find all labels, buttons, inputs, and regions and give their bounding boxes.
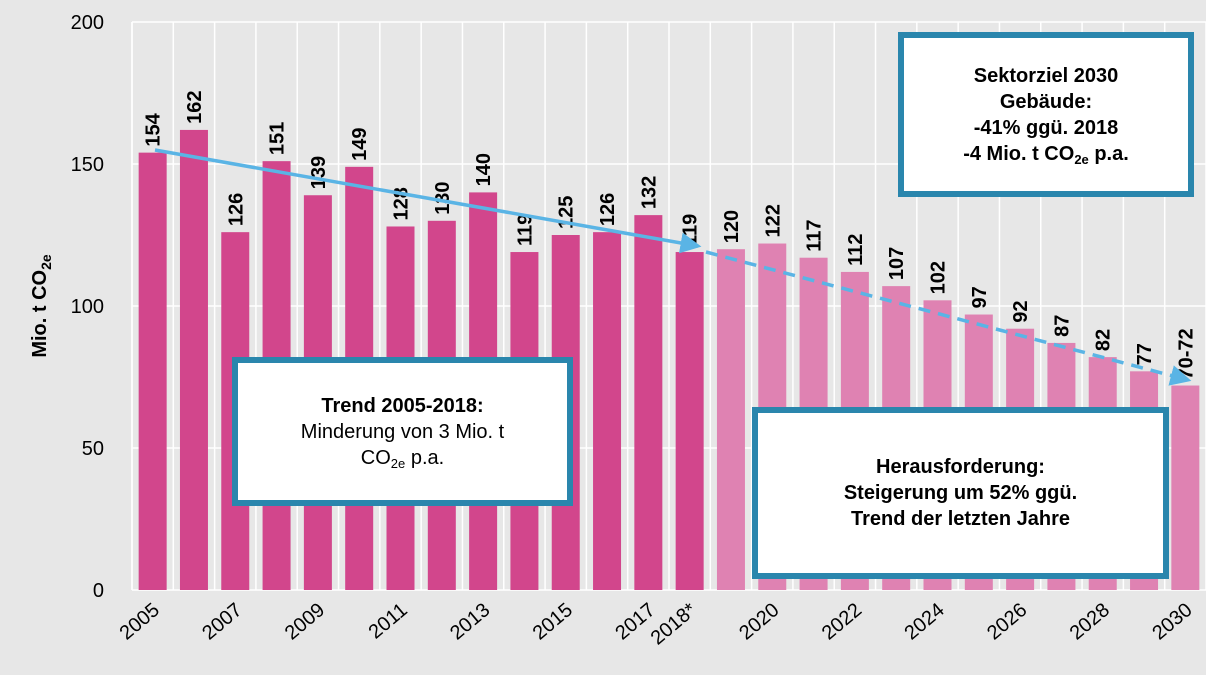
annotation-line: Trend der letzten Jahre [851, 508, 1070, 530]
data-label: 140 [473, 153, 495, 186]
data-label: 126 [597, 193, 619, 226]
annotation-line: -41% ggü. 2018 [973, 116, 1119, 139]
projection-arrow [705, 250, 1192, 386]
x-tick-label: 2009 [281, 599, 329, 644]
data-label: 130 [432, 181, 454, 214]
data-label: 132 [638, 176, 660, 209]
bar [138, 152, 167, 590]
bar [716, 249, 745, 590]
annotation-line: Steigerung um 52% ggü. [843, 482, 1078, 504]
y-tick-label: 50 [82, 438, 104, 460]
y-axis-label-text: Mio. t CO [29, 270, 51, 358]
data-label: 149 [349, 127, 371, 160]
data-label: 139 [308, 156, 330, 189]
bar [675, 252, 704, 591]
x-tick-label: 2026 [983, 599, 1031, 644]
data-label: 97 [969, 286, 991, 308]
data-label: 151 [267, 122, 289, 155]
x-tick-label: 2022 [818, 599, 866, 644]
bar [1171, 385, 1200, 590]
annotation-line: Minderung von 3 Mio. t [300, 420, 505, 443]
y-axis-label: Mio. t CO2e [29, 254, 54, 358]
y-tick-label: 200 [71, 12, 104, 34]
annotation-text: p.a. [405, 446, 445, 469]
data-label: 122 [762, 204, 784, 237]
x-tick-label: 2020 [735, 599, 783, 644]
annotation-line: Sektorziel 2030 [973, 64, 1119, 87]
annotation-text: p.a. [1088, 142, 1129, 165]
x-tick-label: 2024 [900, 599, 948, 644]
annotation-line: CO2e p.a. [238, 445, 567, 471]
annotation-line: Gebäude: [999, 90, 1093, 113]
annotation-line: Herausforderung: [876, 456, 1045, 478]
annotation-title: Trend 2005-2018: [321, 394, 484, 417]
trend-box: Trend 2005-2018: Minderung von 3 Mio. t … [232, 357, 573, 506]
data-label: 162 [184, 91, 206, 124]
x-tick-label: 2030 [1148, 599, 1196, 644]
y-tick-label: 100 [71, 296, 104, 318]
x-tick-label: 2028 [1066, 599, 1114, 644]
annotation-text: CO [360, 446, 391, 469]
data-label: 107 [886, 247, 908, 280]
x-tick-label: 2013 [446, 599, 494, 644]
data-label: 154 [143, 112, 165, 146]
target-box: Sektorziel 2030 Gebäude: -41% ggü. 2018 … [898, 32, 1194, 197]
bar [179, 129, 208, 591]
data-label: 119 [514, 214, 536, 246]
annotation-text: -4 Mio. t CO [963, 142, 1075, 165]
challenge-box: Herausforderung: Steigerung um 52% ggü. … [752, 407, 1169, 579]
data-label: 92 [1010, 300, 1032, 322]
x-tick-label: 2007 [198, 599, 246, 644]
data-label: 102 [928, 261, 950, 294]
data-label: 82 [1093, 329, 1115, 351]
data-label: 87 [1051, 315, 1073, 337]
y-axis-label-sub: 2e [38, 254, 54, 270]
x-tick-label: 2005 [116, 599, 164, 644]
data-label: 117 [804, 219, 826, 251]
x-tick-label: 2015 [529, 599, 577, 644]
data-label: 120 [721, 210, 743, 243]
data-label: 70-72 [1175, 328, 1197, 379]
y-tick-label: 150 [71, 154, 104, 176]
x-tick-label: 2011 [365, 599, 412, 644]
trend-arrow [154, 148, 702, 254]
data-label: 126 [225, 193, 247, 226]
data-label: 112 [845, 234, 867, 266]
annotation-line: -4 Mio. t CO2e p.a. [904, 141, 1188, 167]
bar [634, 215, 663, 590]
annotation-sub: 2e [390, 455, 406, 471]
annotation-sub: 2e [1074, 151, 1089, 167]
data-label: 77 [1134, 343, 1156, 365]
y-tick-label: 0 [93, 580, 104, 602]
x-tick-label: 2018* [647, 599, 701, 650]
data-label: 119 [680, 214, 702, 246]
bar [593, 232, 622, 590]
